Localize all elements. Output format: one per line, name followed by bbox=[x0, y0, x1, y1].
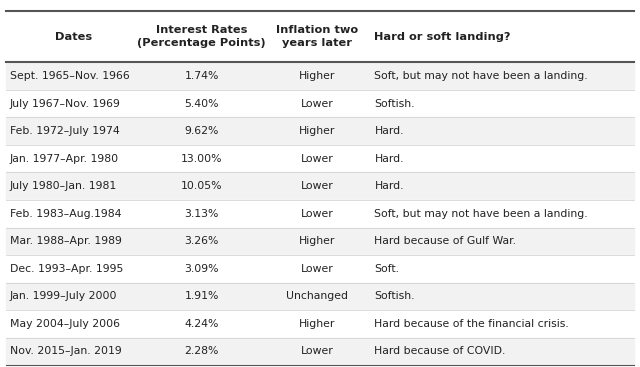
Bar bbox=[6, 255, 634, 283]
Text: Hard because of COVID.: Hard because of COVID. bbox=[374, 346, 506, 356]
Text: 13.00%: 13.00% bbox=[181, 154, 222, 164]
Text: Sept. 1965–Nov. 1966: Sept. 1965–Nov. 1966 bbox=[10, 71, 129, 81]
Text: 5.40%: 5.40% bbox=[184, 99, 219, 109]
Text: Inflation two
years later: Inflation two years later bbox=[276, 25, 358, 48]
Text: Hard because of the financial crisis.: Hard because of the financial crisis. bbox=[374, 319, 569, 329]
Text: Softish.: Softish. bbox=[374, 291, 415, 301]
Text: Lower: Lower bbox=[300, 264, 333, 274]
Text: 9.62%: 9.62% bbox=[184, 126, 219, 136]
Text: Lower: Lower bbox=[300, 209, 333, 219]
Bar bbox=[6, 228, 634, 255]
Text: 1.74%: 1.74% bbox=[184, 71, 219, 81]
Text: Lower: Lower bbox=[300, 154, 333, 164]
Bar bbox=[6, 90, 634, 117]
Text: Interest Rates
(Percentage Points): Interest Rates (Percentage Points) bbox=[138, 25, 266, 48]
Bar bbox=[6, 200, 634, 228]
Bar bbox=[6, 117, 634, 145]
Text: Feb. 1983–Aug.1984: Feb. 1983–Aug.1984 bbox=[10, 209, 121, 219]
Text: Mar. 1988–Apr. 1989: Mar. 1988–Apr. 1989 bbox=[10, 236, 122, 246]
Text: Lower: Lower bbox=[300, 181, 333, 191]
Text: May 2004–July 2006: May 2004–July 2006 bbox=[10, 319, 120, 329]
Text: Dec. 1993–Apr. 1995: Dec. 1993–Apr. 1995 bbox=[10, 264, 123, 274]
Text: 1.91%: 1.91% bbox=[184, 291, 219, 301]
Bar bbox=[6, 338, 634, 365]
Text: Hard or soft landing?: Hard or soft landing? bbox=[374, 32, 511, 42]
Text: Soft, but may not have been a landing.: Soft, but may not have been a landing. bbox=[374, 71, 588, 81]
Text: July 1980–Jan. 1981: July 1980–Jan. 1981 bbox=[10, 181, 117, 191]
Text: Dates: Dates bbox=[55, 32, 92, 42]
Text: Higher: Higher bbox=[299, 126, 335, 136]
Bar bbox=[6, 172, 634, 200]
Text: Higher: Higher bbox=[299, 319, 335, 329]
Text: Jan. 1999–July 2000: Jan. 1999–July 2000 bbox=[10, 291, 117, 301]
Text: Hard because of Gulf War.: Hard because of Gulf War. bbox=[374, 236, 516, 246]
Text: Feb. 1972–July 1974: Feb. 1972–July 1974 bbox=[10, 126, 119, 136]
Bar bbox=[6, 283, 634, 310]
Text: Soft.: Soft. bbox=[374, 264, 399, 274]
Text: Lower: Lower bbox=[300, 99, 333, 109]
Text: Hard.: Hard. bbox=[374, 181, 404, 191]
Text: Jan. 1977–Apr. 1980: Jan. 1977–Apr. 1980 bbox=[10, 154, 119, 164]
Text: 3.26%: 3.26% bbox=[184, 236, 219, 246]
Text: 10.05%: 10.05% bbox=[181, 181, 222, 191]
Text: Hard.: Hard. bbox=[374, 126, 404, 136]
Bar bbox=[6, 310, 634, 338]
Text: Softish.: Softish. bbox=[374, 99, 415, 109]
Text: Nov. 2015–Jan. 2019: Nov. 2015–Jan. 2019 bbox=[10, 346, 122, 356]
Text: Lower: Lower bbox=[300, 346, 333, 356]
Text: Higher: Higher bbox=[299, 71, 335, 81]
Text: Higher: Higher bbox=[299, 236, 335, 246]
Text: Unchanged: Unchanged bbox=[286, 291, 348, 301]
Bar bbox=[6, 145, 634, 172]
Text: Hard.: Hard. bbox=[374, 154, 404, 164]
Text: July 1967–Nov. 1969: July 1967–Nov. 1969 bbox=[10, 99, 120, 109]
Text: 2.28%: 2.28% bbox=[184, 346, 219, 356]
Text: 3.13%: 3.13% bbox=[184, 209, 219, 219]
Text: Soft, but may not have been a landing.: Soft, but may not have been a landing. bbox=[374, 209, 588, 219]
Text: 4.24%: 4.24% bbox=[184, 319, 219, 329]
Bar bbox=[6, 62, 634, 90]
Text: 3.09%: 3.09% bbox=[184, 264, 219, 274]
